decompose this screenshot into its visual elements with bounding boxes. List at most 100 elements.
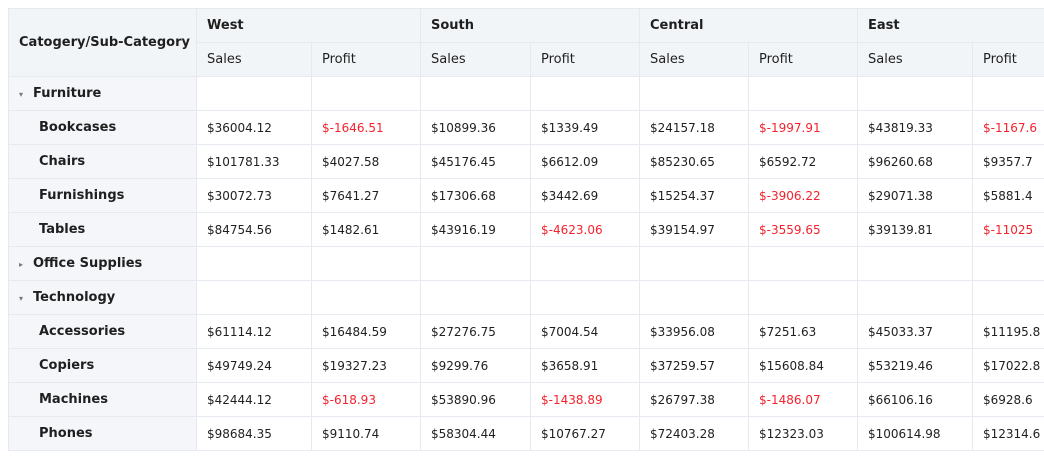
value-cell: $101781.33 xyxy=(196,144,312,179)
value-cell: $6928.6 xyxy=(971,382,1044,417)
value-cell: $-11025 xyxy=(971,212,1044,247)
group-label-cell: ▸ Office Supplies xyxy=(8,246,197,281)
value-cell: $7251.63 xyxy=(748,314,858,349)
value-cell: $43819.33 xyxy=(857,110,973,145)
value-cell: $3442.69 xyxy=(530,178,640,213)
row-label: Bookcases xyxy=(8,110,197,145)
group-label: Office Supplies xyxy=(33,256,143,271)
value-cell: $17022.8 xyxy=(971,348,1044,383)
value-cell: $30072.73 xyxy=(196,178,312,213)
empty-cell xyxy=(420,76,531,111)
value-cell: $15254.37 xyxy=(639,178,749,213)
empty-cell xyxy=(971,280,1044,315)
value-cell: $-1438.89 xyxy=(530,382,640,417)
data-row: Phones $98684.35 $9110.74 $58304.44 $10767.2… xyxy=(8,416,1044,451)
row-label: Furnishings xyxy=(8,178,197,213)
measure-header: Sales xyxy=(196,42,312,77)
value-cell: $36004.12 xyxy=(196,110,312,145)
empty-cell xyxy=(748,280,858,315)
measure-header: Profit xyxy=(311,42,421,77)
value-cell: $98684.35 xyxy=(196,416,312,451)
region-header: West xyxy=(196,8,421,43)
measure-header: Profit xyxy=(530,42,640,77)
empty-cell xyxy=(530,246,640,281)
row-label: Copiers xyxy=(8,348,197,383)
value-cell: $53219.46 xyxy=(857,348,973,383)
measure-header: Profit xyxy=(748,42,858,77)
header-row: Sales Profit Sales Profit Sales Profit Sales Pr… xyxy=(9,42,1044,77)
value-cell: $-1486.07 xyxy=(748,382,858,417)
measure-header: Sales xyxy=(857,42,973,77)
empty-cell xyxy=(530,280,640,315)
value-cell: $33956.08 xyxy=(639,314,749,349)
row-label: Tables xyxy=(8,212,197,247)
group-label-cell: ▾ Furniture xyxy=(8,76,197,111)
value-cell: $37259.57 xyxy=(639,348,749,383)
pivot-table: Catogery/Sub-Category West South Central Eas… xyxy=(8,8,1044,451)
value-cell: $1339.49 xyxy=(530,110,640,145)
data-row: Chairs $101781.33 $4027.58 $45176.45 $6612.0… xyxy=(8,144,1044,179)
empty-cell xyxy=(857,280,973,315)
value-cell: $-618.93 xyxy=(311,382,421,417)
value-cell: $85230.65 xyxy=(639,144,749,179)
value-cell: $61114.12 xyxy=(196,314,312,349)
value-cell: $29071.38 xyxy=(857,178,973,213)
value-cell: $100614.98 xyxy=(857,416,973,451)
region-header: Central xyxy=(639,8,858,43)
value-cell: $5881.4 xyxy=(971,178,1044,213)
empty-cell xyxy=(420,280,531,315)
empty-cell xyxy=(420,246,531,281)
expand-toggle[interactable]: ▸ xyxy=(19,260,24,269)
value-cell: $17306.68 xyxy=(420,178,531,213)
data-row: Copiers $49749.24 $19327.23 $9299.76 $3658.9… xyxy=(8,348,1044,383)
value-cell: $-3559.65 xyxy=(748,212,858,247)
value-cell: $39154.97 xyxy=(639,212,749,247)
value-cell: $7641.27 xyxy=(311,178,421,213)
group-row: ▸ Office Supplies xyxy=(8,246,1044,281)
value-cell: $84754.56 xyxy=(196,212,312,247)
row-label: Machines xyxy=(8,382,197,417)
measure-header: Sales xyxy=(639,42,749,77)
value-cell: $6612.09 xyxy=(530,144,640,179)
value-cell: $-1997.91 xyxy=(748,110,858,145)
empty-cell xyxy=(971,246,1044,281)
empty-cell xyxy=(311,76,421,111)
value-cell: $1482.61 xyxy=(311,212,421,247)
value-cell: $9299.76 xyxy=(420,348,531,383)
value-cell: $27276.75 xyxy=(420,314,531,349)
empty-cell xyxy=(196,76,312,111)
value-cell: $10899.36 xyxy=(420,110,531,145)
value-cell: $12323.03 xyxy=(748,416,858,451)
value-cell: $12314.6 xyxy=(971,416,1044,451)
corner-header: Catogery/Sub-Category xyxy=(8,8,197,77)
collapse-toggle[interactable]: ▾ xyxy=(19,90,24,99)
empty-cell xyxy=(311,246,421,281)
group-label: Technology xyxy=(33,290,116,305)
group-label: Furniture xyxy=(33,86,102,101)
collapse-toggle[interactable]: ▾ xyxy=(19,294,24,303)
value-cell: $42444.12 xyxy=(196,382,312,417)
value-cell: $10767.27 xyxy=(530,416,640,451)
region-header: East xyxy=(856,8,1044,43)
value-cell: $-1167.6 xyxy=(971,110,1044,145)
value-cell: $11195.8 xyxy=(971,314,1044,349)
value-cell: $15608.84 xyxy=(748,348,858,383)
group-row: ▾ Technology xyxy=(8,280,1044,315)
data-row: Tables $84754.56 $1482.61 $43916.19 $-4623.0… xyxy=(8,212,1044,247)
value-cell: $53890.96 xyxy=(420,382,531,417)
group-row: ▾ Furniture xyxy=(8,76,1044,111)
value-cell: $43916.19 xyxy=(420,212,531,247)
group-label-cell: ▾ Technology xyxy=(8,280,197,315)
value-cell: $-1646.51 xyxy=(311,110,421,145)
value-cell: $9110.74 xyxy=(311,416,421,451)
value-cell: $58304.44 xyxy=(420,416,531,451)
row-label: Accessories xyxy=(8,314,197,349)
data-row: Machines $42444.12 $-618.93 $53890.96 $-1438… xyxy=(8,382,1044,417)
value-cell: $26797.38 xyxy=(639,382,749,417)
table-body: ▾ Furniture Bookcases $36004.12 $-1646.51 $10… xyxy=(8,76,1044,451)
data-row: Furnishings $30072.73 $7641.27 $17306.68 $34… xyxy=(8,178,1044,213)
row-label: Phones xyxy=(8,416,197,451)
empty-cell xyxy=(857,246,973,281)
value-cell: $4027.58 xyxy=(311,144,421,179)
value-cell: $16484.59 xyxy=(311,314,421,349)
